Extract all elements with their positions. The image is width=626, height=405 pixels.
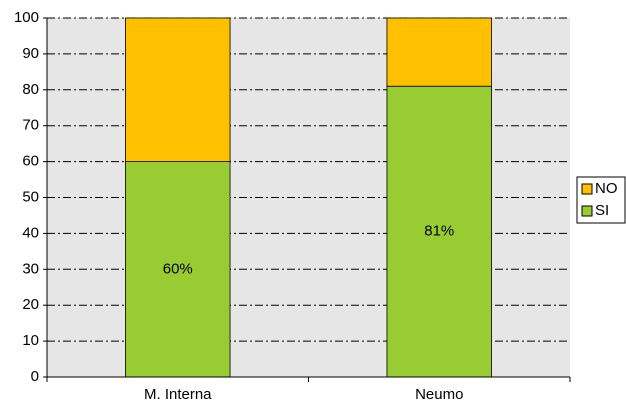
y-tick-label: 40: [22, 224, 39, 241]
value-label: 60%: [163, 260, 193, 277]
y-tick-label: 50: [22, 188, 39, 205]
bar-segment: [125, 161, 231, 378]
legend-label: NO: [595, 180, 618, 197]
value-label: 81%: [424, 223, 454, 240]
y-tick-label: 30: [22, 260, 39, 277]
bar-segment: [386, 85, 492, 378]
bar-segment: [386, 17, 492, 87]
y-tick-label: 80: [22, 81, 39, 98]
y-tick-label: 100: [14, 9, 39, 26]
y-tick-label: 60: [22, 153, 39, 170]
bar-segment: [125, 17, 231, 163]
legend-swatch: [581, 205, 593, 217]
y-tick-label: 90: [22, 45, 39, 62]
x-tick-label: M. Interna: [144, 386, 212, 403]
y-tick-label: 70: [22, 117, 39, 134]
y-tick-label: 10: [22, 332, 39, 349]
y-tick-label: 0: [31, 368, 39, 385]
x-tick-label: Neumo: [415, 386, 463, 403]
y-tick-label: 20: [22, 296, 39, 313]
legend-swatch: [581, 183, 593, 195]
legend-label: SI: [595, 202, 609, 219]
